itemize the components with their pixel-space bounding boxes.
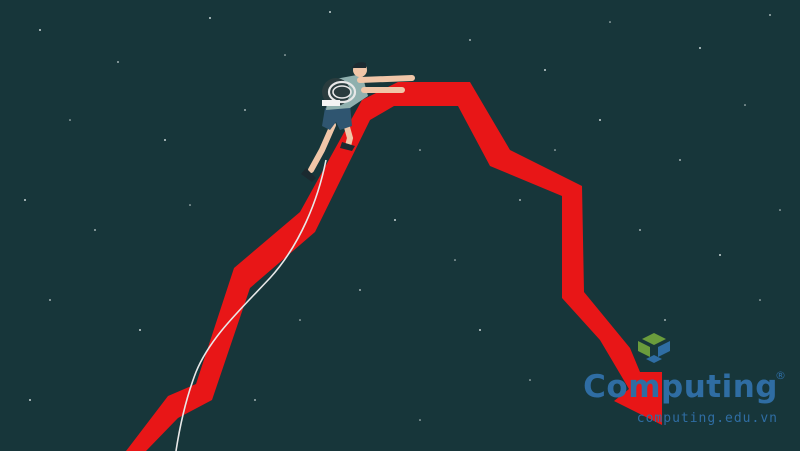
- watermark: Computing ® computing.edu.vn: [546, 333, 786, 443]
- climber-icon: [301, 62, 415, 182]
- watermark-name: Computing: [583, 369, 778, 405]
- watermark-url: computing.edu.vn: [636, 411, 778, 426]
- stars: [24, 11, 781, 441]
- watermark-logo-icon: [638, 333, 670, 363]
- trend-arrow-icon: [126, 82, 662, 451]
- rope-icon: [175, 159, 327, 451]
- watermark-registered-mark: ®: [775, 369, 786, 382]
